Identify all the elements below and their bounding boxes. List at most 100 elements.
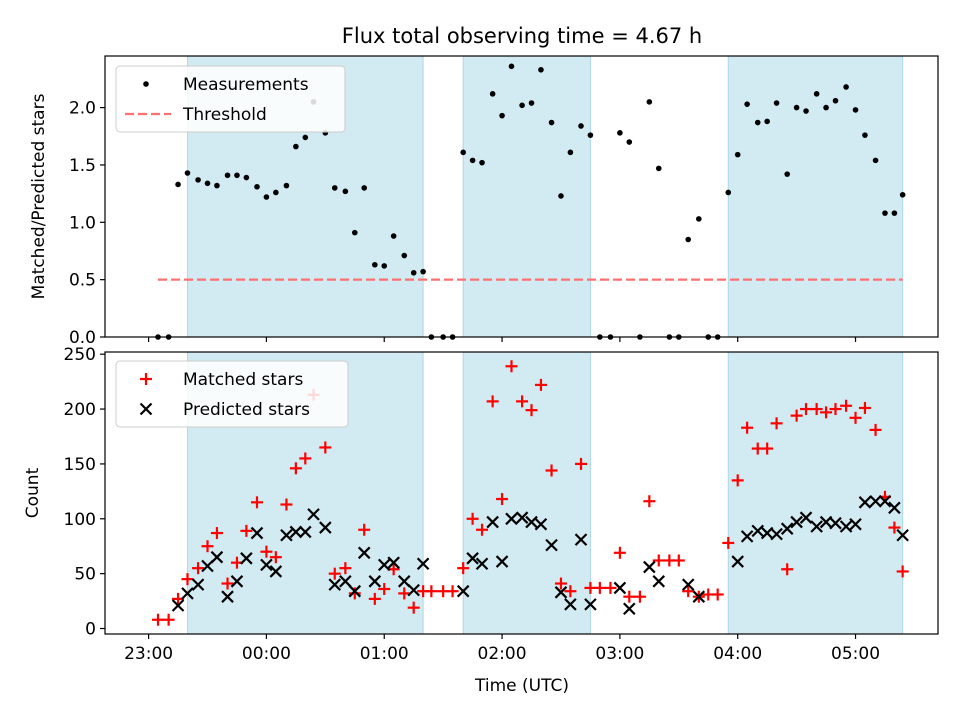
predicted-star-point — [858, 496, 872, 509]
predicted-star-point — [829, 516, 842, 530]
predicted-star-point — [181, 587, 194, 600]
matched-star-point — [781, 563, 794, 576]
predicted-star-point — [534, 517, 548, 531]
matched-star-point — [564, 585, 577, 598]
measurement-point — [784, 171, 790, 177]
matched-star-point — [593, 581, 606, 594]
matched-star-point — [525, 404, 538, 417]
matched-star-point — [398, 587, 411, 600]
matched-star-point — [486, 395, 499, 408]
x-tick-label: 02:00 — [478, 644, 527, 664]
measurement-point — [578, 123, 584, 129]
measurement-point — [899, 191, 906, 198]
matched-star-point — [575, 457, 587, 470]
matched-star-point — [554, 577, 567, 590]
measurement-point — [832, 97, 839, 104]
bottom-legend: Matched stars Predicted stars — [115, 360, 349, 428]
measurement-point — [538, 66, 544, 73]
predicted-star-point — [210, 550, 224, 564]
matched-star-point — [800, 403, 813, 416]
matched-star-point — [534, 378, 547, 391]
measurement-point — [696, 216, 702, 222]
shaded-interval-2 — [462, 55, 591, 338]
measurement-point — [499, 112, 505, 119]
measurement-point — [558, 193, 564, 199]
predicted-star-point — [416, 557, 430, 571]
matched-star-point — [240, 524, 253, 537]
matched-star-point — [280, 498, 293, 511]
predicted-star-point — [574, 533, 588, 546]
predicted-star-point — [250, 526, 264, 540]
measurement-point — [882, 210, 888, 216]
legend-measurements-marker — [143, 81, 149, 87]
matched-star-point — [604, 581, 617, 594]
measurement-point — [519, 102, 525, 109]
matched-star-point — [672, 554, 685, 567]
predicted-star-point — [328, 578, 342, 591]
measurement-point — [390, 233, 397, 239]
predicted-star-point — [790, 515, 803, 529]
matched-star-point — [299, 452, 312, 465]
matched-star-point — [496, 493, 509, 506]
matched-star-point — [633, 590, 646, 603]
measurement-point — [528, 100, 535, 106]
matched-star-point — [829, 403, 842, 416]
matched-star-point — [722, 536, 735, 549]
predicted-star-point — [584, 598, 597, 611]
measurement-point — [293, 143, 299, 150]
top-x-ticks — [147, 337, 857, 342]
matched-star-point — [858, 401, 871, 414]
measurement-point — [773, 100, 780, 106]
matched-star-point — [790, 409, 803, 422]
matched-star-point — [446, 585, 459, 598]
measurement-point — [273, 189, 279, 196]
predicted-star-point — [475, 557, 489, 571]
top-y-axis-label: Matched/Predicted stars — [29, 93, 49, 299]
measurement-point — [626, 139, 633, 145]
measurement-point — [508, 63, 515, 70]
matched-star-point — [250, 496, 263, 509]
predicted-star-point — [681, 578, 695, 591]
y-tick-label: 2.0 — [69, 99, 96, 119]
matched-star-point — [545, 464, 558, 477]
predicted-star-point — [643, 560, 656, 574]
predicted-star-point — [191, 578, 205, 591]
matched-star-point — [152, 613, 165, 626]
x-tick-label: 23:00 — [124, 644, 173, 664]
measurement-point — [489, 91, 496, 97]
predicted-star-point — [740, 530, 754, 543]
y-tick-label: 0.5 — [69, 271, 96, 291]
matched-star-point — [896, 565, 909, 578]
measurement-point — [655, 165, 662, 172]
matched-star-point — [770, 417, 783, 430]
matched-star-point — [623, 590, 636, 603]
predicted-star-point — [240, 552, 253, 565]
measurement-point — [617, 130, 623, 136]
predicted-star-point — [280, 528, 293, 542]
measurement-point — [813, 91, 820, 97]
measurement-point — [823, 104, 829, 111]
measurement-point — [725, 189, 732, 196]
legend-predicted-marker — [139, 402, 153, 416]
matched-star-point — [348, 587, 361, 600]
predicted-star-point — [810, 520, 823, 533]
x-tick-label: 01:00 — [360, 644, 409, 664]
predicted-star-point — [348, 584, 362, 598]
matched-star-point — [269, 551, 282, 564]
predicted-star-point — [319, 521, 332, 534]
predicted-star-point — [652, 575, 666, 588]
matched-star-point — [810, 403, 823, 416]
matched-star-point — [869, 423, 882, 436]
predicted-star-point — [260, 558, 273, 572]
measurement-point — [548, 119, 555, 126]
predicted-star-point — [525, 515, 538, 529]
matched-star-point — [289, 462, 302, 475]
matched-star-point — [339, 562, 352, 575]
measurement-point — [401, 252, 408, 259]
predicted-star-point — [289, 525, 303, 539]
matched-stars-points — [152, 360, 909, 626]
measurement-point — [891, 210, 898, 216]
matched-star-point — [761, 442, 774, 455]
matched-star-point — [613, 546, 626, 559]
measurement-point — [283, 182, 290, 189]
